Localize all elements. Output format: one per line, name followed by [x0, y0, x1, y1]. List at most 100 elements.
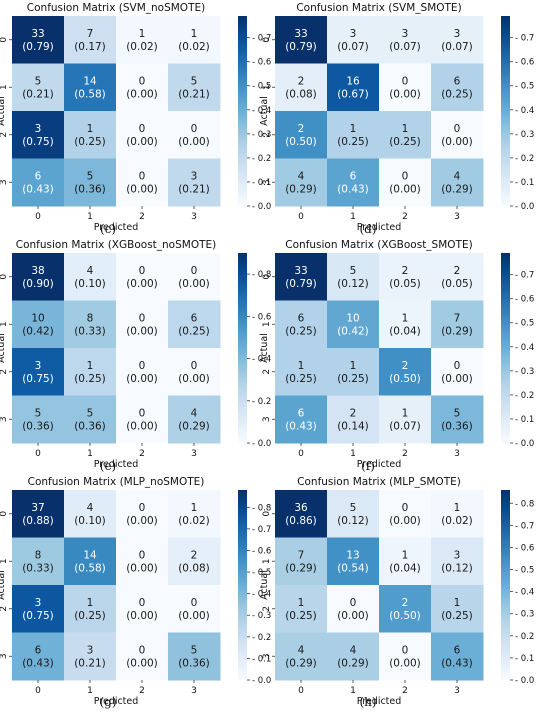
cell-proportion-1-3: (0.29) [441, 325, 473, 337]
cell-proportion-3-0: (0.43) [22, 183, 54, 195]
heatmap-cell-3-1 [64, 158, 117, 207]
colorbar-tick-label: - 0.6 [252, 546, 271, 556]
cell-proportion-3-3: (0.43) [441, 657, 473, 669]
x-tick-label: 1 [350, 212, 356, 222]
y-tick-label: 0 [0, 511, 9, 517]
heatmap-cell-0-0 [12, 253, 65, 301]
cell-count-0-3: 1 [454, 502, 461, 514]
x-tick-label: 2 [139, 686, 145, 696]
x-tick-label: 1 [87, 686, 93, 696]
colorbar-tick-label: - 0.7 [252, 525, 271, 535]
cell-proportion-0-0: (0.86) [285, 515, 317, 527]
x-axis-label: Predicted [357, 696, 402, 707]
cell-count-1-2: 1 [402, 549, 409, 561]
colorbar-tick-label: - 0.2 [515, 632, 534, 642]
panel-label-f: (f) [361, 459, 375, 473]
cell-proportion-3-1: (0.14) [337, 420, 369, 432]
colorbar-tick-label: - 0.3 [515, 130, 534, 140]
cell-proportion-3-1: (0.43) [337, 183, 369, 195]
chart-title: Confusion Matrix (SVM_noSMOTE) [27, 2, 205, 14]
cell-count-0-1: 3 [350, 28, 357, 40]
cell-count-2-3: 0 [191, 597, 198, 609]
y-tick-label: 0 [262, 37, 272, 43]
chart-title: Confusion Matrix (MLP_SMOTE) [297, 476, 461, 488]
heatmap-cell-3-3 [431, 158, 484, 207]
cell-count-1-3: 6 [454, 75, 461, 87]
y-tick-label: 2 [0, 369, 9, 375]
cell-count-0-1: 7 [87, 28, 94, 40]
heatmap-cell-0-0 [275, 16, 328, 64]
heatmap-cell-1-3 [168, 300, 221, 349]
heatmap-cell-0-1 [327, 16, 380, 64]
cell-count-1-2: 0 [139, 549, 146, 561]
colorbar-tick-label: - 0.7 [515, 271, 534, 281]
cell-count-3-2: 1 [402, 407, 409, 419]
cell-proportion-2-0: (0.75) [22, 610, 54, 622]
heatmap-cell-1-3 [431, 537, 484, 586]
cell-count-1-2: 0 [139, 75, 146, 87]
cell-count-2-0: 1 [298, 597, 305, 609]
x-tick-label: 0 [35, 212, 41, 222]
heatmap-cell-0-3 [431, 16, 484, 64]
cell-proportion-0-1: (0.07) [337, 41, 369, 53]
heatmap-cell-1-2 [379, 537, 432, 586]
colorbar-tick-label: - 0.0 [515, 439, 534, 449]
cell-count-0-2: 2 [402, 265, 409, 277]
cell-count-0-0: 33 [31, 28, 44, 40]
confusion-matrix-panel-4: Confusion Matrix (MLP_noSMOTE)37(0.88)4(… [0, 476, 271, 707]
cell-proportion-2-2: (0.00) [126, 373, 158, 385]
cell-count-3-3: 3 [191, 170, 198, 182]
heatmap-cell-3-1 [327, 632, 380, 681]
heatmap-cell-0-2 [116, 16, 169, 64]
cell-proportion-1-1: (0.33) [74, 325, 106, 337]
cell-count-2-1: 0 [350, 597, 357, 609]
cell-proportion-1-0: (0.25) [285, 325, 317, 337]
y-axis-label: Actual [259, 333, 270, 363]
heatmap-cell-1-2 [379, 63, 432, 112]
cell-count-1-1: 13 [346, 549, 359, 561]
cell-count-2-3: 1 [454, 597, 461, 609]
y-tick-label: 0 [262, 511, 272, 517]
colorbar-tick-label: - 0.4 [515, 343, 534, 353]
cell-count-2-1: 1 [87, 360, 94, 372]
colorbar-tick-label: - 0.3 [252, 611, 271, 621]
cell-count-1-1: 10 [346, 312, 359, 324]
colorbar-tick-label: - 0.4 [252, 590, 271, 600]
confusion-matrix-panel-2: Confusion Matrix (XGBoost_noSMOTE)38(0.9… [0, 239, 271, 470]
cell-proportion-3-0: (0.29) [285, 183, 317, 195]
cell-proportion-1-2: (0.00) [126, 325, 158, 337]
heatmap-cell-2-0 [275, 111, 328, 159]
cell-proportion-0-2: (0.07) [389, 41, 421, 53]
heatmap-cell-1-1 [64, 63, 117, 112]
y-tick-label: 3 [0, 653, 9, 659]
cell-count-0-3: 1 [191, 502, 198, 514]
heatmap-cell-2-3 [431, 585, 484, 633]
y-tick-label: 3 [262, 179, 272, 185]
panel-label-d: (d) [359, 222, 377, 236]
cell-proportion-2-1: (0.25) [74, 610, 106, 622]
colorbar-tick-label: - 0.5 [252, 568, 271, 578]
cell-proportion-0-1: (0.10) [74, 278, 106, 290]
cell-proportion-3-3: (0.36) [178, 657, 210, 669]
heatmap-cell-0-0 [275, 253, 328, 301]
y-tick-label: 3 [0, 416, 9, 422]
cell-proportion-0-2: (0.00) [126, 515, 158, 527]
cell-count-1-3: 3 [454, 549, 461, 561]
heatmap-cell-0-0 [12, 16, 65, 64]
y-tick-label: 1 [262, 321, 272, 327]
cell-count-3-0: 6 [298, 407, 305, 419]
chart-title: Confusion Matrix (XGBoost_SMOTE) [285, 239, 472, 251]
colorbar [501, 16, 510, 206]
cell-count-3-2: 0 [139, 407, 146, 419]
cell-proportion-1-2: (0.00) [126, 88, 158, 100]
cell-proportion-2-3: (0.00) [178, 373, 210, 385]
cell-count-1-1: 8 [87, 312, 94, 324]
cell-proportion-2-3: (0.00) [178, 136, 210, 148]
y-tick-label: 3 [262, 653, 272, 659]
x-tick-label: 1 [350, 686, 356, 696]
cell-count-1-3: 6 [191, 312, 198, 324]
colorbar-tick-label: - 0.7 [515, 34, 534, 44]
x-axis-label: Predicted [357, 459, 402, 470]
cell-proportion-3-3: (0.29) [178, 420, 210, 432]
heatmap-cell-2-0 [12, 348, 65, 396]
